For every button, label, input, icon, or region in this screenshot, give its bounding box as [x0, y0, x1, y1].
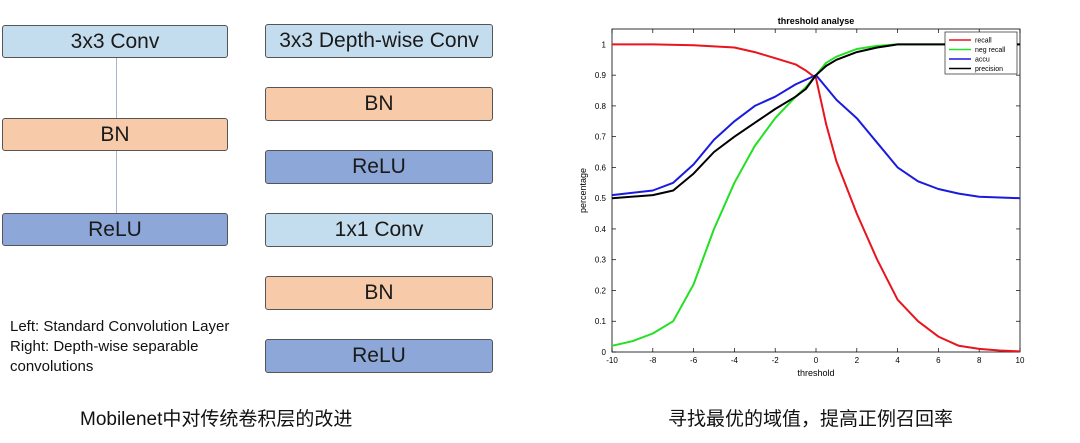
y-tick-label: 1: [602, 40, 607, 49]
x-tick-label: -2: [772, 356, 780, 365]
x-tick-label: -8: [649, 356, 657, 365]
y-tick-label: 0.5: [595, 194, 607, 203]
y-tick-label: 0.4: [595, 225, 607, 234]
y-axis-label: percentage: [578, 168, 588, 213]
legend-entry: recall: [975, 38, 992, 45]
legend-box: [944, 31, 1018, 75]
legend-entry: accu: [975, 57, 990, 64]
right-bn-block-2: BN: [265, 276, 493, 310]
chart-title: threshold analyse: [778, 16, 855, 26]
y-tick-label: 0.6: [595, 163, 607, 172]
x-tick-label: 0: [814, 356, 819, 365]
note-line-2: Right: Depth-wise separable: [10, 338, 199, 355]
diagram-note: Left: Standard Convolution Layer Right: …: [10, 317, 229, 377]
x-tick-label: -6: [690, 356, 698, 365]
x-tick-label: 10: [1016, 356, 1025, 365]
y-tick-label: 0.1: [595, 317, 607, 326]
chart-caption: 寻找最优的域值，提高正例召回率: [668, 409, 954, 430]
diagram-caption: Mobilenet中对传统卷积层的改进: [80, 409, 353, 430]
right-relu-block-2: ReLU: [265, 339, 493, 373]
right-bn-block-1: BN: [265, 87, 493, 121]
note-line-3: convolutions: [10, 358, 94, 375]
left-conv-3x3-block: 3x3 Conv: [2, 25, 228, 58]
y-tick-label: 0.2: [595, 286, 607, 295]
x-tick-label: -10: [606, 356, 618, 365]
right-relu-block-1: ReLU: [265, 150, 493, 184]
series-line-recall: [612, 43, 1021, 353]
legend-entry: neg recall: [975, 47, 1006, 54]
right-depthwise-conv-block: 3x3 Depth-wise Conv: [265, 24, 493, 58]
series-line-accu: [611, 74, 1021, 200]
x-tick-label: 4: [895, 356, 900, 365]
x-tick-label: -4: [731, 356, 739, 365]
y-tick-label: 0.8: [595, 102, 607, 111]
note-line-1: Left: Standard Convolution Layer: [10, 318, 230, 335]
x-tick-label: 6: [936, 356, 941, 365]
series-line-precision: [611, 43, 1020, 200]
threshold-chart: threshold analyse -10 -8 -6 -4 -2 0 2 4 6 8 10 0 0.1 0…: [578, 16, 1025, 378]
x-axis-label: threshold: [797, 368, 834, 378]
left-relu-block: ReLU: [2, 213, 228, 246]
x-tick-label: 8: [977, 356, 982, 365]
left-bn-block: BN: [2, 118, 228, 151]
x-tick-label: 2: [855, 356, 860, 365]
legend-entry: precision: [975, 66, 1003, 73]
y-tick-label: 0.3: [595, 256, 607, 265]
y-tick-label: 0.7: [595, 133, 607, 142]
y-tick-label: 0: [602, 348, 607, 357]
right-pointwise-conv-block: 1x1 Conv: [265, 213, 493, 247]
y-tick-label: 0.9: [595, 71, 607, 80]
